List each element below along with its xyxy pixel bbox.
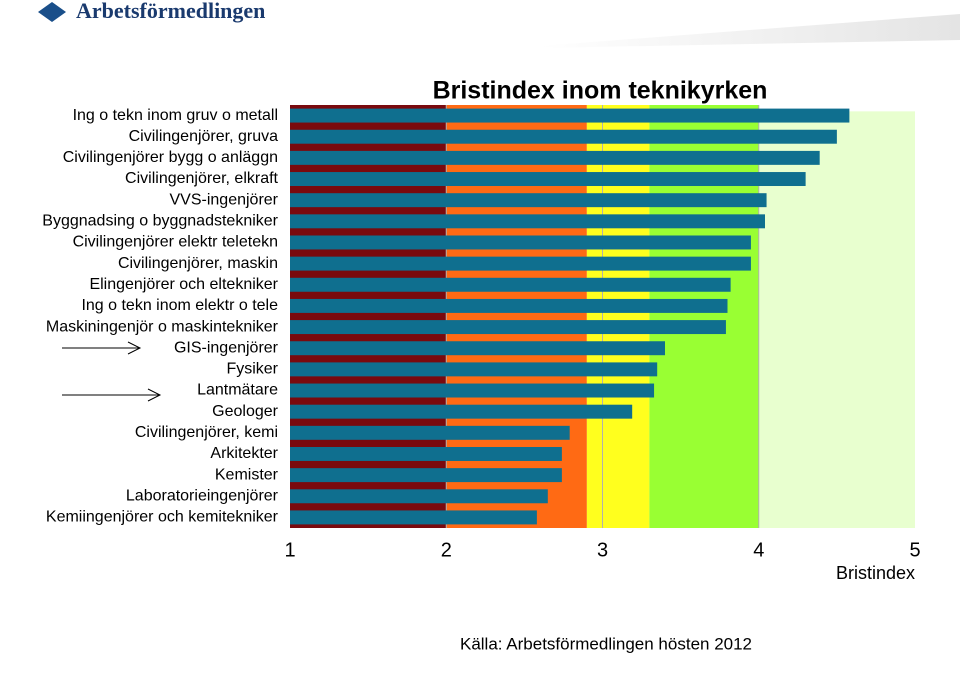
bar [290, 277, 731, 292]
bar [290, 298, 728, 313]
bar [290, 256, 751, 271]
y-tick-label: Arkitekter [210, 445, 278, 462]
y-tick-label: Fysiker [226, 361, 278, 378]
bar [290, 404, 633, 419]
bar [290, 468, 562, 483]
x-tick-label: 5 [909, 539, 920, 561]
x-axis-label: Bristindex [836, 563, 915, 583]
header-decoration [540, 14, 960, 48]
bar [290, 214, 765, 229]
bar [290, 341, 665, 356]
bar [290, 193, 767, 208]
arrows [62, 341, 162, 402]
bar [290, 446, 562, 461]
y-tick-label: Civilingenjörer, gruva [129, 128, 279, 145]
y-tick-label: Elingenjörer och eltekniker [89, 276, 278, 293]
logo: Arbetsförmedlingen [38, 0, 265, 23]
bar [290, 129, 837, 144]
y-tick-label: Civilingenjörer elektr teletekn [73, 234, 278, 251]
zone [290, 105, 447, 528]
bar [290, 383, 655, 398]
y-tick-label: Ing o tekn inom gruv o metall [73, 107, 278, 124]
y-tick-label: GIS-ingenjörer [174, 339, 279, 356]
bar [290, 108, 850, 123]
x-tick-label: 4 [753, 539, 764, 561]
bar [290, 172, 806, 187]
bar [290, 489, 548, 504]
y-tick-label: Maskiningenjör o maskintekniker [46, 318, 279, 335]
logo-text: Arbetsförmedlingen [76, 0, 265, 23]
y-tick-label: Ing o tekn inom elektr o tele [81, 297, 278, 314]
arrowhead [147, 388, 162, 402]
y-tick-label: Civilingenjörer bygg o anläggn [63, 149, 278, 166]
y-tick-label: Geologer [212, 403, 278, 420]
y-tick-label: Civilingenjörer, kemi [135, 424, 278, 441]
y-tick-label: Lantmätare [197, 382, 278, 399]
x-tick-label: 1 [284, 539, 295, 561]
y-tick-label: Kemister [215, 466, 279, 483]
zone [586, 105, 650, 528]
y-tick-label: Civilingenjörer, maskin [118, 255, 278, 272]
chart-title: Bristindex inom teknikyrken [433, 77, 768, 105]
y-tick-label: Civilingenjörer, elkraft [125, 170, 279, 187]
zone [446, 105, 587, 528]
x-tick-label: 3 [597, 539, 608, 561]
zone [649, 105, 759, 528]
bar [290, 425, 570, 440]
bar [290, 320, 726, 335]
arrowhead [127, 341, 142, 355]
logo-icon [38, 2, 66, 22]
source-note: Källa: Arbetsförmedlingen hösten 2012 [460, 634, 752, 653]
bar [290, 510, 537, 525]
x-tick-label: 2 [441, 539, 452, 561]
bar [290, 150, 820, 165]
y-tick-label: Byggnadsing o byggnadstekniker [42, 213, 278, 230]
bar [290, 362, 658, 377]
y-tick-label: Kemiingenjörer och kemitekniker [46, 509, 279, 526]
y-tick-label: VVS-ingenjörer [170, 191, 279, 208]
y-tick-label: Laboratorieingenjörer [126, 487, 279, 504]
bar [290, 235, 751, 250]
